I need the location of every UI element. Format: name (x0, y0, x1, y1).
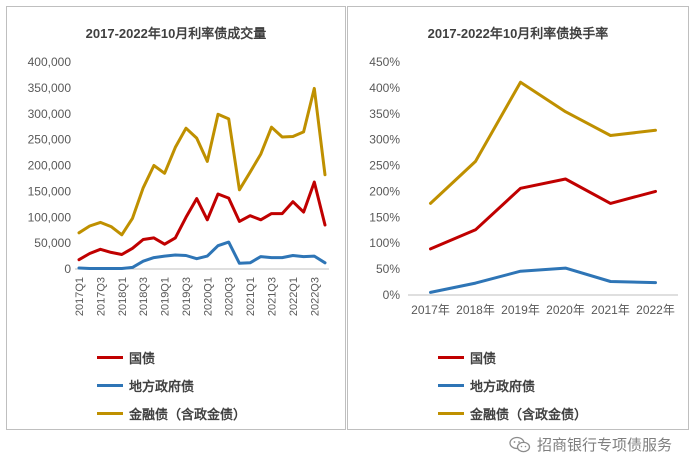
legend-label-difang: 地方政府债 (129, 378, 195, 394)
y-tick-label: 150% (369, 210, 400, 224)
y-tick-label: 200,000 (28, 159, 72, 173)
y-tick-label: 250,000 (28, 133, 72, 147)
legend-item-jinrong: 金融债（含政金债） (97, 399, 246, 427)
legend-item-guozhai: 国债 (438, 343, 587, 371)
x-tick-label: 2022Q1 (288, 277, 300, 316)
legend-swatch-jinrong (438, 411, 464, 415)
legend-label-guozhai: 国债 (129, 350, 156, 366)
legend-swatch-difang (97, 383, 123, 387)
series-line-guozhai (429, 177, 657, 251)
legend-label-guozhai: 国债 (470, 350, 497, 366)
x-tick-label: 2017Q1 (74, 277, 86, 316)
x-tick-label: 2020Q3 (224, 277, 236, 316)
x-tick-label: 2021Q1 (245, 277, 257, 316)
y-tick-label: 100% (369, 236, 400, 250)
volume-chart-title: 2017-2022年10月利率债成交量 (85, 26, 267, 41)
x-tick-label: 2017年 (411, 303, 450, 317)
y-tick-label: 350% (369, 107, 400, 121)
legend-swatch-guozhai (97, 355, 123, 359)
x-tick-label: 2019年 (501, 303, 540, 317)
y-tick-label: 200% (369, 184, 400, 198)
y-tick-label: 50,000 (34, 236, 71, 250)
legend-swatch-difang (438, 383, 464, 387)
x-tick-label: 2019Q3 (181, 277, 193, 316)
y-tick-label: 400,000 (28, 55, 72, 69)
series-line-difang (429, 266, 657, 294)
x-tick-label: 2018Q3 (138, 277, 150, 316)
y-tick-label: 300,000 (28, 107, 72, 121)
x-tick-label: 2021年 (591, 303, 630, 317)
volume-chart-panel: 2017-2022年10月利率债成交量 0 50,000 100,000 150,00… (6, 6, 346, 430)
turnover-chart-svg: 0% 50% 100% 150% 200% 250% 300% 350% 400% 450% 201… (369, 55, 678, 317)
x-tick-label: 2020年 (546, 303, 585, 317)
series-line-jinrong (77, 86, 327, 237)
x-tick-label: 2022年 (636, 303, 675, 317)
x-tick-label: 2017Q3 (95, 277, 107, 316)
series-line-jinrong (429, 80, 657, 205)
legend-swatch-guozhai (438, 355, 464, 359)
x-tick-label: 2021Q3 (267, 277, 279, 316)
y-tick-label: 400% (369, 81, 400, 95)
legend-swatch-jinrong (97, 411, 123, 415)
y-tick-label: 450% (369, 55, 400, 69)
volume-chart-legend: 国债 地方政府债 金融债（含政金债） (97, 343, 246, 427)
volume-chart-svg: 0 50,000 100,000 150,000 200,000 250,000 300,0… (28, 55, 329, 316)
y-tick-label: 0 (64, 262, 71, 276)
legend-item-guozhai: 国债 (97, 343, 246, 371)
footer-source-text: 招商银行专项债服务 (536, 437, 672, 454)
legend-label-jinrong: 金融债（含政金债） (129, 406, 247, 422)
series-line-guozhai (77, 180, 327, 262)
footer-source: 招商银行专项债服务 (509, 434, 672, 455)
legend-item-difang: 地方政府债 (97, 371, 246, 399)
x-tick-label: 2022Q3 (309, 277, 321, 316)
x-tick-label: 2018年 (456, 303, 495, 317)
y-tick-label: 250% (369, 159, 400, 173)
y-tick-label: 100,000 (28, 210, 72, 224)
x-tick-label: 2019Q1 (160, 277, 172, 316)
turnover-chart-legend: 国债 地方政府债 金融债（含政金债） (438, 343, 587, 427)
y-tick-label: 150,000 (28, 184, 72, 198)
legend-label-jinrong: 金融债（含政金债） (470, 406, 588, 422)
x-tick-label: 2018Q1 (117, 277, 129, 316)
turnover-chart-title: 2017-2022年10月利率债换手率 (427, 26, 609, 41)
y-tick-label: 50% (376, 262, 400, 276)
legend-item-difang: 地方政府债 (438, 371, 587, 399)
legend-item-jinrong: 金融债（含政金债） (438, 399, 587, 427)
y-tick-label: 350,000 (28, 81, 72, 95)
legend-label-difang: 地方政府债 (470, 378, 536, 394)
wechat-icon (509, 436, 531, 452)
y-tick-label: 300% (369, 133, 400, 147)
turnover-chart-panel: 2017-2022年10月利率债换手率 0% 50% 100% 150% 200% 250… (347, 6, 689, 430)
series-line-difang (77, 240, 327, 270)
y-tick-label: 0% (383, 288, 401, 302)
x-tick-label: 2020Q1 (202, 277, 214, 316)
